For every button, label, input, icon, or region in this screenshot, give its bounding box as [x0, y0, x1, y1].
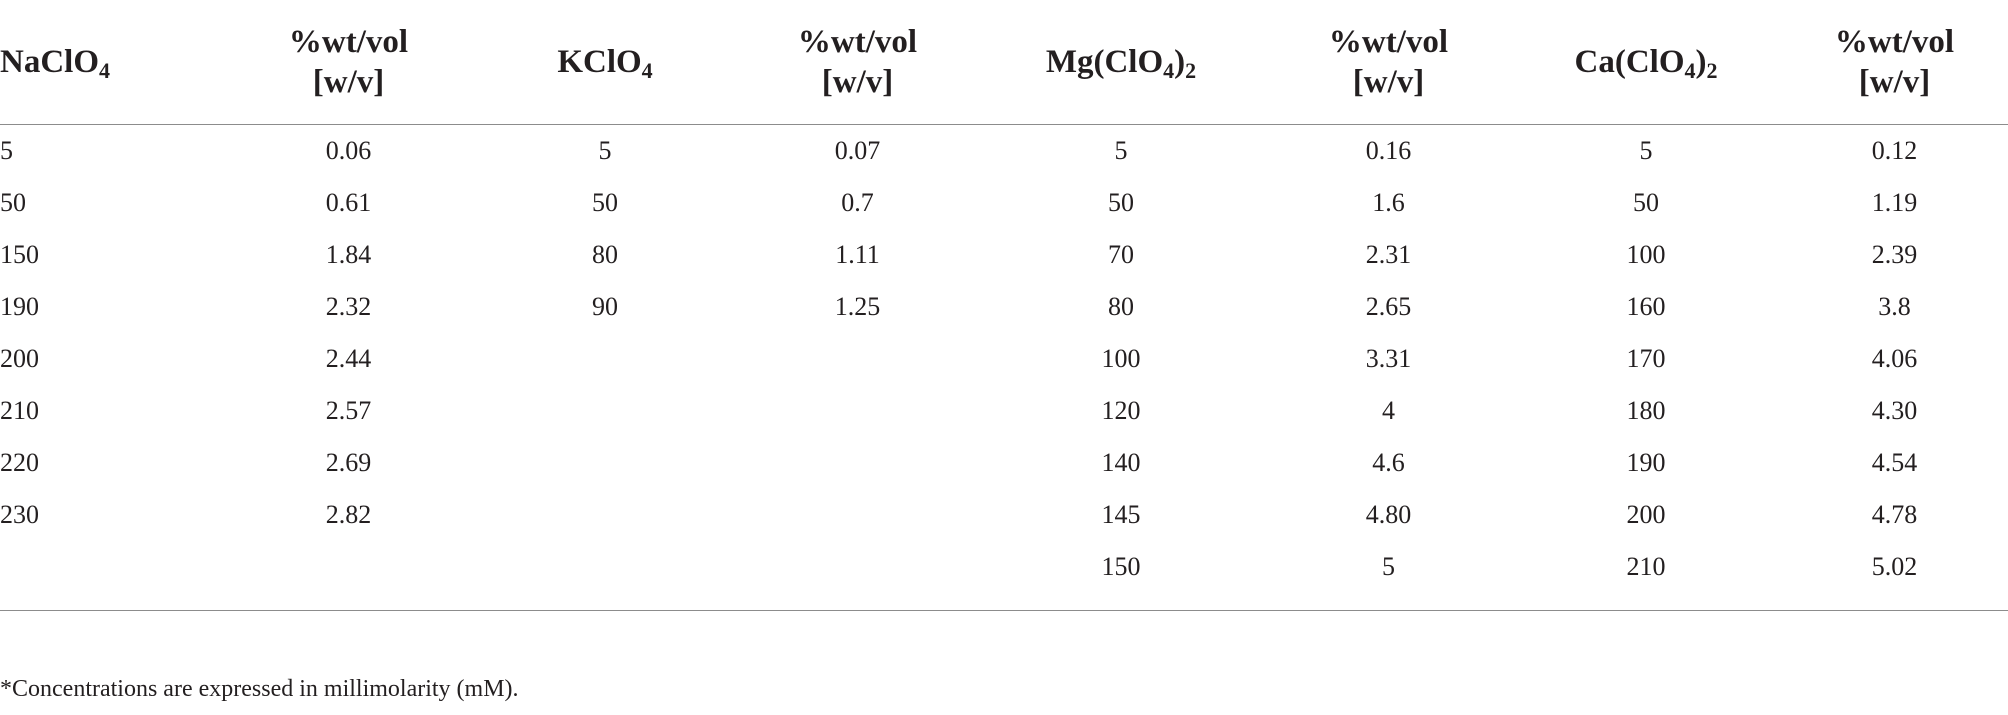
table-cell: 160 — [1626, 291, 1666, 321]
table-cell: 1.84 — [325, 239, 372, 269]
table-cell: 2.65 — [1365, 291, 1412, 321]
table-cell: 4.80 — [1365, 499, 1412, 529]
table-cell — [471, 489, 739, 541]
table-row: 210 2.57 120 4 180 4.30 — [0, 385, 2008, 437]
table-cell: 140 — [1101, 447, 1141, 477]
table-cell: 210 — [1626, 551, 1666, 581]
table-cell: 2.44 — [325, 343, 372, 373]
table-cell: 0.16 — [1365, 135, 1412, 165]
table-cell: 50 — [1108, 187, 1134, 217]
table-cell: 4.06 — [1871, 343, 1918, 373]
table-cell — [739, 385, 976, 437]
table-cell — [471, 333, 739, 385]
table-cell: 4.6 — [1372, 447, 1405, 477]
table-cell: 70 — [1108, 239, 1134, 269]
table-row: 50 0.61 50 0.7 50 1.6 50 1.19 — [0, 177, 2008, 229]
table-cell: 4.78 — [1871, 499, 1918, 529]
table-cell: 50 — [1633, 187, 1659, 217]
table-cell — [739, 541, 976, 593]
table-cell: 2.39 — [1871, 239, 1918, 269]
table-cell: 230 — [0, 499, 39, 529]
table-cell: 2.31 — [1365, 239, 1412, 269]
header-wt-vol-mg: %wt/vol [w/v] — [1266, 0, 1511, 125]
table-cell: 210 — [0, 395, 39, 425]
table-cell: 5 — [1639, 135, 1653, 165]
table-cell: 2.82 — [325, 499, 372, 529]
table-cell: 1.11 — [835, 239, 880, 269]
header-kclo4: KClO4 — [471, 0, 739, 125]
table-bottom-rule — [0, 610, 2008, 611]
table-cell — [739, 333, 976, 385]
table-cell: 90 — [592, 291, 618, 321]
table-cell — [739, 489, 976, 541]
table-cell: 50 — [592, 187, 618, 217]
table-cell: 170 — [1626, 343, 1666, 373]
header-row: NaClO4 %wt/vol [w/v] KClO4 %wt/vol [w/v] M… — [0, 0, 2008, 125]
table-cell: 0.06 — [325, 135, 372, 165]
table-cell: 5.02 — [1871, 551, 1918, 581]
table-cell: 5 — [1382, 551, 1395, 581]
header-wt-vol-ca: %wt/vol [w/v] — [1781, 0, 2008, 125]
table-cell: 0.61 — [325, 187, 372, 217]
table-row: 220 2.69 140 4.6 190 4.54 — [0, 437, 2008, 489]
table-cell: 2.69 — [325, 447, 372, 477]
table-cell: 0.07 — [834, 135, 881, 165]
table-row: 150 1.84 80 1.11 70 2.31 100 2.39 — [0, 229, 2008, 281]
table-cell: 0.12 — [1871, 135, 1918, 165]
table-cell: 5 — [0, 135, 13, 165]
table-cell: 3.8 — [1878, 291, 1911, 321]
table-body: 5 0.06 5 0.07 5 0.16 5 0.12 50 0.61 50 0.7 50 1.6 50 1.… — [0, 124, 2008, 593]
table-cell: 80 — [592, 239, 618, 269]
table-cell — [471, 437, 739, 489]
table-row: 200 2.44 100 3.31 170 4.06 — [0, 333, 2008, 385]
table-cell: 145 — [1101, 499, 1141, 529]
table-cell: 4.30 — [1871, 395, 1918, 425]
header-naclo4: NaClO4 — [0, 0, 226, 125]
table-cell: 100 — [1626, 239, 1666, 269]
table-cell: 50 — [0, 187, 26, 217]
table-cell — [0, 541, 226, 593]
table-cell: 1.6 — [1372, 187, 1405, 217]
perchlorate-concentration-table: NaClO4 %wt/vol [w/v] KClO4 %wt/vol [w/v] M… — [0, 0, 2008, 593]
header-wt-vol-naclo4: %wt/vol [w/v] — [226, 0, 471, 125]
table-cell: 1.19 — [1871, 187, 1918, 217]
table-cell: 5 — [1114, 135, 1128, 165]
table-cell: 150 — [0, 239, 39, 269]
table-cell: 190 — [1626, 447, 1666, 477]
table-cell: 80 — [1108, 291, 1134, 321]
table-cell: 120 — [1101, 395, 1141, 425]
table-cell: 200 — [1626, 499, 1666, 529]
header-ca-clo4-2: Ca(ClO4)2 — [1511, 0, 1781, 125]
table-cell: 200 — [0, 343, 39, 373]
table-cell: 220 — [0, 447, 39, 477]
table-footnote: *Concentrations are expressed in millimo… — [0, 676, 519, 702]
table-row: 230 2.82 145 4.80 200 4.78 — [0, 489, 2008, 541]
table-cell — [226, 541, 471, 593]
table-cell — [471, 385, 739, 437]
table-cell: 100 — [1101, 343, 1141, 373]
table-cell: 3.31 — [1365, 343, 1412, 373]
table-cell — [739, 437, 976, 489]
table-cell: 190 — [0, 291, 39, 321]
table-cell: 2.57 — [325, 395, 372, 425]
header-mg-clo4-2: Mg(ClO4)2 — [976, 0, 1266, 125]
table-cell: 4 — [1382, 395, 1395, 425]
data-table-wrapper: NaClO4 %wt/vol [w/v] KClO4 %wt/vol [w/v] M… — [0, 0, 2008, 593]
table-cell: 4.54 — [1871, 447, 1918, 477]
table-row: 5 0.06 5 0.07 5 0.16 5 0.12 — [0, 124, 2008, 177]
table-cell: 0.7 — [841, 187, 874, 217]
table-row: 190 2.32 90 1.25 80 2.65 160 3.8 — [0, 281, 2008, 333]
table-row: 150 5 210 5.02 — [0, 541, 2008, 593]
table-cell — [471, 541, 739, 593]
header-wt-vol-kclo4: %wt/vol [w/v] — [739, 0, 976, 125]
table-cell: 1.25 — [834, 291, 881, 321]
table-cell: 5 — [598, 135, 612, 165]
table-cell: 2.32 — [325, 291, 372, 321]
table-cell: 150 — [1101, 551, 1141, 581]
table-cell: 180 — [1626, 395, 1666, 425]
